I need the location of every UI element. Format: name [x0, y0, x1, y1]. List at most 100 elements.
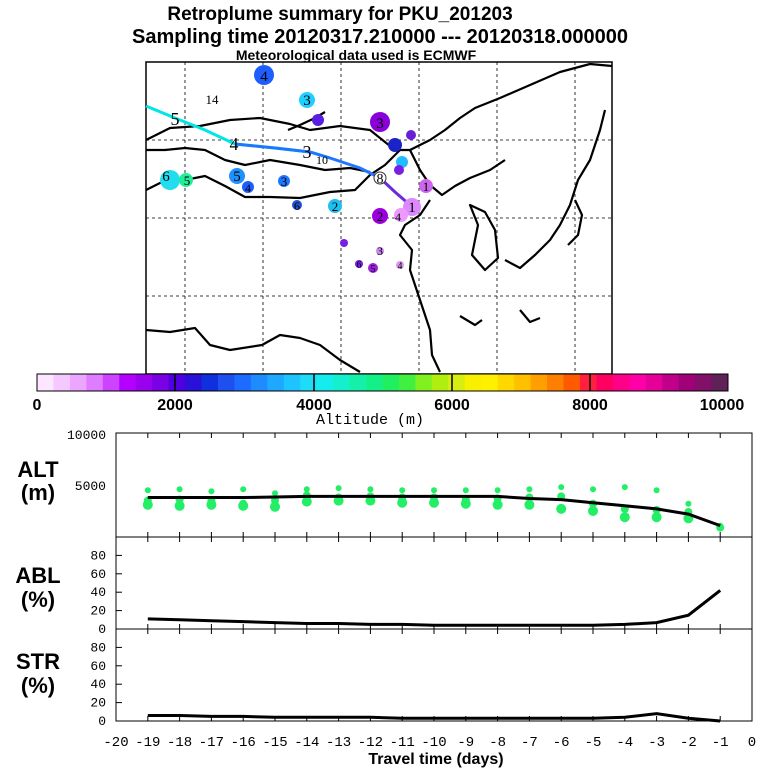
map-label: 1 — [408, 200, 416, 216]
map-label: 3 — [376, 116, 384, 132]
map-label: 6 — [294, 199, 300, 213]
colorbar-cell — [185, 374, 203, 391]
particle-point — [431, 487, 437, 494]
str-yunit: (%) — [21, 673, 55, 698]
colorbar-cells — [37, 374, 729, 391]
particle-point — [494, 487, 501, 494]
cluster-marker — [368, 263, 378, 273]
colorbar-cell — [448, 374, 466, 391]
x-tick-label: 0 — [748, 735, 756, 751]
colorbar-cell — [415, 374, 433, 391]
colorbar-cell — [86, 374, 104, 391]
colorbar-label: Altitude (m) — [316, 412, 424, 429]
y-tick-label: 40 — [90, 585, 106, 600]
chart-subtitle: Sampling time 20120317.210000 --- 201203… — [132, 26, 628, 48]
colorbar-ticks: 0 2000 4000 6000 8000 10000 — [33, 397, 745, 414]
particle-point — [270, 501, 280, 512]
map-label: 3 — [303, 93, 311, 109]
colorbar-tick-label: 2000 — [157, 397, 193, 414]
y-tick-label: 0 — [98, 622, 106, 637]
colorbar-tick-label: 6000 — [434, 397, 470, 414]
cluster-marker — [372, 208, 388, 224]
colorbar-cell — [267, 374, 285, 391]
y-tick-label: 20 — [90, 696, 106, 711]
cluster-marker — [292, 200, 302, 210]
y-tick-label: 60 — [90, 659, 106, 674]
colorbar-cell — [201, 374, 219, 391]
str-ylabel: STR — [16, 649, 60, 674]
colorbar-cell — [530, 374, 548, 391]
x-tick-label: -10 — [421, 735, 446, 751]
cluster-marker — [254, 65, 274, 85]
alt-ytick-label: 5000 — [75, 479, 106, 494]
colorbar-cell — [481, 374, 499, 391]
abl-line — [147, 589, 722, 627]
x-tick-label: -16 — [231, 735, 256, 751]
particle-point — [397, 497, 408, 508]
particle-point — [238, 500, 249, 511]
particle-point — [272, 490, 278, 497]
map-label: 4 — [260, 69, 268, 85]
y-tick-label: 0 — [98, 714, 106, 729]
colorbar-cell — [382, 374, 400, 391]
colorbar-cell — [250, 374, 268, 391]
particle-point — [176, 486, 183, 493]
x-tick-label: -18 — [167, 735, 192, 751]
colorbar-tick-label: 0 — [33, 397, 42, 414]
particle-point — [301, 496, 312, 507]
map-label: 6 — [357, 260, 362, 271]
colorbar-cell — [398, 374, 416, 391]
particle-point — [619, 512, 630, 523]
particle-point — [526, 486, 533, 493]
x-tick-label: -12 — [358, 735, 383, 751]
colorbar-cell — [612, 374, 630, 391]
particle-point — [462, 487, 469, 494]
x-axis-label: Travel time (days) — [368, 751, 503, 768]
colorbar-cell — [547, 374, 564, 391]
cluster-marker — [179, 173, 193, 187]
map-label: 3 — [281, 174, 288, 189]
alt-panel: ALT (m) 10000 5000 — [17, 428, 753, 538]
map-label: 3 — [303, 142, 312, 162]
colorbar-cell — [168, 374, 186, 391]
particle-point — [335, 485, 342, 492]
cluster-marker — [278, 175, 290, 187]
map-label: 10 — [316, 153, 328, 167]
cluster-marker — [403, 198, 421, 216]
abl-yunit: (%) — [21, 587, 55, 612]
particle-point — [492, 499, 503, 510]
particle-point — [303, 486, 310, 493]
colorbar-cell — [431, 374, 449, 391]
y-tick-label: 60 — [90, 567, 106, 582]
plume-track — [145, 104, 411, 207]
str-panel-frame — [115, 628, 753, 722]
map-label: 4 — [398, 261, 403, 272]
x-tick-label: -9 — [457, 735, 474, 751]
cluster-marker — [373, 171, 387, 185]
colorbar-cell — [37, 374, 54, 391]
cluster-marker — [355, 260, 363, 268]
particle-point — [556, 503, 567, 514]
colorbar-cell — [678, 374, 696, 391]
y-tick-label: 20 — [90, 604, 106, 619]
colorbar-cell — [135, 374, 153, 391]
colorbar-tick-label: 4000 — [296, 397, 332, 414]
map-panel: 4 14 3 5 4 3 10 3 8 1 1 4 2 2 6 3 5 4 6 … — [145, 61, 613, 375]
colorbar-cell — [69, 374, 87, 391]
particle-point — [590, 486, 596, 493]
cluster-marker — [312, 114, 324, 126]
abl-panel: ABL (%) 0 20 40 60 80 — [15, 536, 753, 637]
colorbar-cell — [645, 374, 663, 391]
colorbar-cell — [152, 374, 170, 391]
abl-ylabel: ABL — [15, 563, 60, 588]
map-label: 5 — [233, 169, 241, 185]
map-label: 1 — [423, 179, 430, 194]
cluster-marker — [340, 239, 348, 247]
map-label: 3 — [377, 244, 383, 258]
x-tick-labels: -20 -19 -18 -17 -16 -15 -14 -13 -12 -11 -10 -9 -8 -7-… — [103, 735, 756, 751]
particle-point — [621, 484, 628, 491]
x-tick-label: -11 — [390, 735, 415, 751]
y-tick-label: 80 — [90, 548, 106, 563]
map-label: 4 — [395, 210, 401, 224]
